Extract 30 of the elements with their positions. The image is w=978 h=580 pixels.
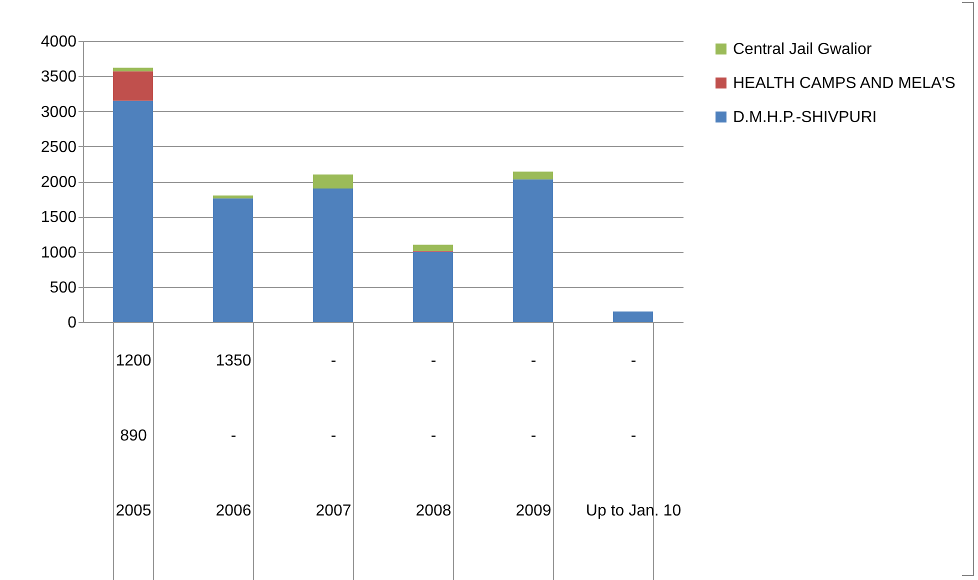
y-tick-label: 3000 [40,104,77,121]
bar [113,100,153,322]
category-label: - - 2009 [516,352,552,520]
y-tick-label: 2500 [40,138,77,156]
y-tick-label: 2000 [40,174,77,191]
bar [513,172,553,180]
bar [313,174,353,189]
bar [113,71,153,101]
bar [413,244,453,252]
category-label: - - Up to Jan. 10 [586,352,682,520]
bar [213,198,253,322]
bar [313,188,353,322]
y-tick-label: 0 [68,314,77,332]
bar [213,196,253,198]
y-tick-label: 1500 [40,209,77,226]
category-label: 1350 - 2006 [216,352,252,520]
category-label: - - 2007 [316,352,352,520]
legend-label: D.M.H.P.-SHIVPURI [733,109,877,126]
category-label: - - 2008 [416,352,452,520]
bar [113,68,153,72]
category-label: 1200 890 2005 [116,352,152,520]
y-tick-label: 1000 [40,244,77,262]
y-tick-label: 3500 [40,68,77,86]
bar [513,179,553,322]
bar [613,311,653,322]
bar [413,252,453,322]
legend-label: Central Jail Gwalior [733,41,872,58]
legend-label: HEALTH CAMPS AND MELA'S [733,75,956,92]
y-tick-label: 4000 [40,34,77,50]
y-tick-label: 500 [50,279,77,296]
